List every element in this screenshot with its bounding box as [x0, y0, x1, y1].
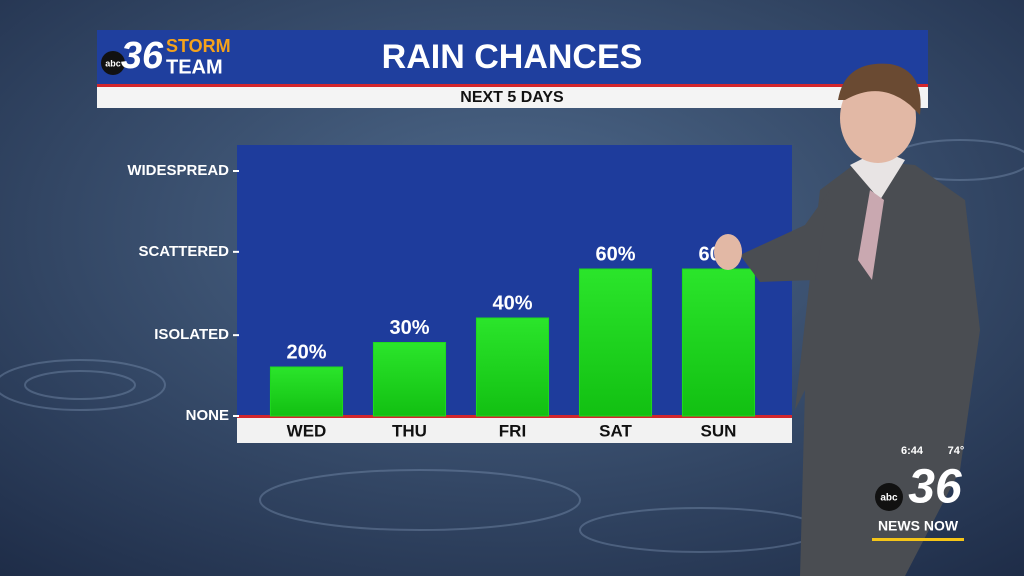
x-tick-label: SUN	[701, 421, 737, 440]
x-tick-label: WED	[287, 421, 327, 440]
x-tick-label: SAT	[599, 421, 632, 440]
value-label: 30%	[389, 317, 429, 339]
bug-number: 36	[908, 461, 962, 514]
logo-line1: STORM	[166, 36, 231, 56]
bug-time: 6:44	[901, 445, 924, 457]
y-tick-label: SCATTERED	[138, 243, 229, 260]
bug-underline	[872, 538, 964, 541]
bug-temperature: 74°	[948, 445, 965, 457]
bug-network: abc	[880, 493, 898, 504]
ripples	[0, 139, 1024, 553]
bar	[475, 317, 550, 417]
y-tick-label: WIDESPREAD	[127, 162, 229, 179]
bar	[681, 268, 756, 417]
bar	[269, 366, 344, 417]
logo-network: abc	[105, 58, 121, 68]
bar	[372, 342, 447, 417]
value-label: 40%	[492, 292, 532, 314]
y-tick-label: NONE	[186, 407, 229, 424]
chart-subtitle: NEXT 5 DAYS	[460, 89, 564, 106]
subtitle-bar	[97, 87, 928, 108]
x-axis-band	[237, 418, 792, 443]
header-bar	[97, 30, 928, 85]
bug-badge	[875, 483, 903, 511]
logo-badge	[101, 51, 125, 75]
header-rule	[97, 84, 928, 87]
value-label: 20%	[286, 341, 326, 363]
presenter	[714, 63, 980, 576]
y-tick-label: ISOLATED	[154, 326, 229, 343]
value-label: 60%	[595, 243, 635, 265]
x-tick-label: FRI	[499, 421, 526, 440]
logo-number: 36	[121, 35, 164, 77]
logo-line2: TEAM	[166, 56, 223, 78]
chart: NONE ISOLATED SCATTERED WIDESPREAD WED 20% THU…	[127, 162, 756, 440]
bug-name: NEWS NOW	[878, 518, 959, 534]
bar	[578, 268, 653, 417]
x-tick-label: THU	[392, 421, 427, 440]
station-bug: 6:44 74° abc 36 NEWS NOW	[872, 445, 964, 541]
chart-title: RAIN CHANCES	[382, 38, 643, 76]
